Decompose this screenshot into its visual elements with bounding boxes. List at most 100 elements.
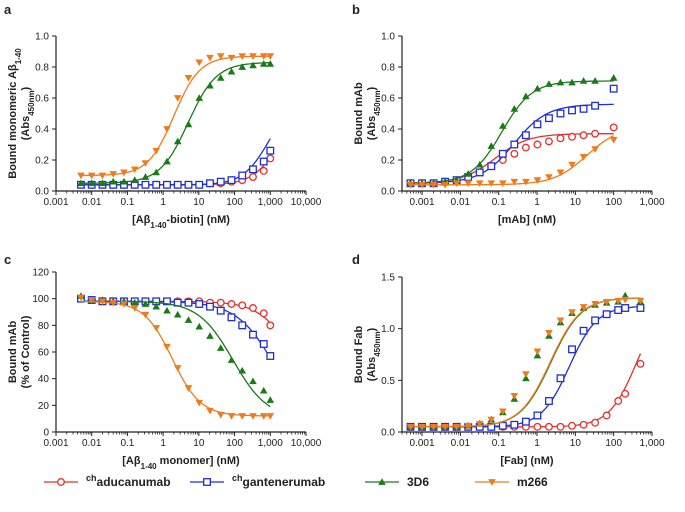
data-point-m266 (249, 413, 257, 420)
y-axis-title-c: Bound mAb (7, 321, 19, 384)
data-point-3D6 (206, 81, 214, 89)
data-point-aducanumab (609, 123, 618, 132)
legend-item-aducanumab: chaducanumab (44, 473, 171, 489)
data-point-3D6 (266, 60, 275, 67)
legend: chaducanumab chgantenerumab 3D6 m266 (44, 473, 548, 489)
data-point-m266 (621, 296, 630, 304)
data-point-gantenerumab (621, 304, 630, 312)
x-tick-label: 1,000 (258, 197, 283, 208)
panel-a: a 0.001 0.01 0.1 1 10 100 1,000 10,000 0.0 0.2 0.4… (4, 2, 322, 230)
data-point-gantenerumab (545, 114, 553, 123)
data-point-3D6 (141, 300, 150, 307)
data-point-aducanumab (266, 154, 275, 163)
data-point-m266 (591, 301, 599, 308)
legend-label: chgantenerumab (232, 473, 325, 489)
x-tick-label: 100 (226, 438, 243, 449)
x-tick-label: 10 (193, 197, 205, 208)
data-point-m266 (591, 146, 599, 153)
data-point-m266 (510, 178, 519, 186)
data-point-3D6 (499, 122, 507, 129)
data-point-m266 (614, 297, 622, 305)
data-point-aducanumab (591, 418, 600, 427)
y-tick-label: 0.6 (35, 94, 49, 105)
panel-letter-a: a (4, 2, 12, 17)
panel-letter-d: d (352, 252, 360, 267)
fit-curve-m266 (81, 300, 271, 417)
data-point-m266 (556, 169, 565, 177)
data-point-m266 (163, 126, 171, 133)
data-point-m266 (87, 172, 96, 180)
data-point-gantenerumab (173, 180, 182, 189)
data-point-3D6 (510, 105, 519, 112)
x-tick-label: 1 (160, 197, 166, 208)
data-point-m266 (216, 53, 225, 60)
fit-curve-gantenerumab (410, 305, 641, 428)
y-tick-label: 0.2 (381, 156, 395, 167)
series-3D6-b (406, 74, 618, 187)
data-point-m266 (98, 298, 107, 306)
data-point-m266 (173, 365, 182, 372)
data-point-gantenerumab (216, 177, 225, 186)
data-point-aducanumab (249, 173, 257, 181)
data-point-m266 (522, 178, 530, 186)
data-point-m266 (406, 423, 415, 431)
data-point-3D6 (591, 77, 599, 84)
x-tick-label: 1,000 (639, 197, 664, 208)
data-point-m266 (238, 413, 247, 420)
data-point-aducanumab (521, 143, 530, 152)
data-point-gantenerumab (591, 316, 600, 325)
series-gantenerumab-a (77, 138, 275, 189)
data-point-m266 (441, 423, 449, 431)
data-point-gantenerumab (152, 180, 161, 189)
legend-marker-gantenerumab (203, 478, 211, 486)
data-point-gantenerumab (568, 345, 576, 354)
data-point-m266 (487, 416, 496, 424)
data-point-gantenerumab (249, 165, 257, 174)
x-tick-label: 0.01 (82, 197, 102, 208)
data-point-m266 (141, 160, 150, 167)
y-tick-label: 80 (38, 321, 50, 332)
data-point-3D6 (487, 142, 496, 149)
x-tick-label: 1 (160, 438, 166, 449)
data-point-aducanumab (259, 166, 268, 175)
x-tick-label: 100 (605, 438, 622, 449)
data-point-gantenerumab (556, 374, 565, 383)
data-point-m266 (77, 294, 85, 302)
data-point-aducanumab (266, 321, 275, 330)
x-tick-label: 0.001 (410, 438, 435, 449)
data-point-m266 (533, 348, 542, 356)
y-tick-label: 0.8 (35, 63, 49, 74)
data-point-3D6 (87, 179, 96, 187)
y-tick-label: 0 (43, 428, 49, 439)
data-point-gantenerumab (206, 302, 214, 311)
data-point-3D6 (621, 291, 630, 299)
data-point-gantenerumab (206, 179, 214, 188)
data-point-gantenerumab (579, 104, 588, 113)
data-point-aducanumab (579, 131, 588, 140)
y-tick-label: 20 (38, 401, 50, 412)
x-tick-label: 1 (534, 197, 540, 208)
data-point-m266 (406, 181, 415, 189)
data-point-gantenerumab (238, 171, 247, 180)
data-point-aducanumab (556, 422, 565, 431)
data-point-m266 (568, 309, 576, 316)
data-point-m266 (452, 180, 461, 188)
data-point-3D6 (533, 84, 542, 92)
data-point-gantenerumab (475, 168, 484, 177)
legend-marker-3D6 (378, 478, 386, 485)
data-point-gantenerumab (568, 106, 576, 115)
data-point-3D6 (163, 306, 171, 314)
data-point-gantenerumab (510, 420, 519, 429)
x-tick-label: 0.001 (410, 197, 435, 208)
data-point-gantenerumab (249, 330, 257, 339)
y-axis-subtitle-c: (% of Control) (20, 315, 32, 388)
data-point-m266 (556, 317, 565, 325)
x-tick-label: 0.1 (120, 197, 134, 208)
x-axis-title-a: [Aβ1-40-biotin] (nM) (132, 214, 230, 230)
y-axis-subtitle-a: (Abs450nm) (20, 86, 36, 140)
data-point-gantenerumab (487, 422, 496, 431)
data-point-gantenerumab (238, 321, 247, 330)
data-point-m266 (120, 301, 128, 308)
data-point-gantenerumab (533, 120, 542, 129)
data-point-m266 (227, 413, 236, 420)
